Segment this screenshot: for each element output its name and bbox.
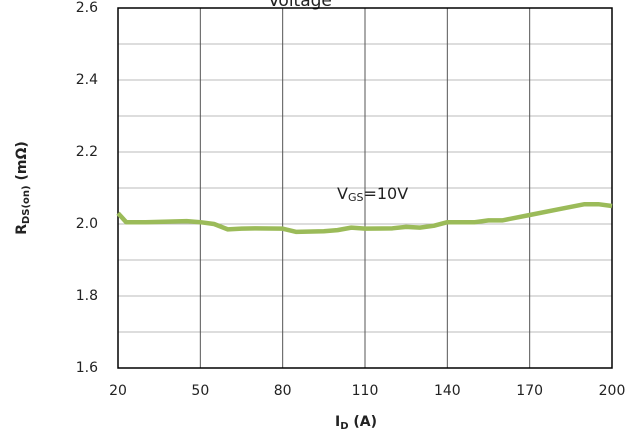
x-axis-label-sub: D — [340, 421, 348, 432]
x-tick-label: 200 — [599, 383, 626, 399]
y-axis-label-rest: (mΩ) — [14, 141, 30, 185]
x-tick-label: 20 — [109, 383, 127, 399]
x-tick-label: 50 — [191, 383, 209, 399]
y-tick-label: 2.0 — [76, 216, 98, 232]
y-axis-label: RDS(on) (mΩ) — [14, 141, 32, 235]
x-axis-label-rest: (A) — [349, 414, 378, 430]
y-tick-label: 2.2 — [76, 144, 98, 160]
y-axis-label-main: R — [14, 224, 30, 235]
y-axis-label-sub: DS(on) — [21, 185, 32, 224]
chart-title: Voltage — [268, 0, 332, 11]
annotation-main: V — [337, 184, 348, 203]
x-tick-label: 170 — [516, 383, 543, 399]
x-axis-label-main: I — [335, 414, 340, 430]
x-axis-label: ID (A) — [335, 414, 377, 432]
y-tick-label: 2.6 — [76, 0, 98, 16]
x-tick-label: 110 — [352, 383, 379, 399]
y-tick-label: 1.6 — [76, 360, 98, 376]
y-tick-label: 2.4 — [76, 72, 98, 88]
x-tick-label: 140 — [434, 383, 461, 399]
data-line — [116, 201, 613, 235]
plot-border — [117, 7, 613, 369]
y-tick-label: 1.8 — [76, 288, 98, 304]
x-tick-label: 80 — [274, 383, 292, 399]
annotation-sub: GS — [348, 191, 364, 204]
annotation-rest: =10V — [363, 184, 408, 203]
annotation: VGS=10V — [337, 184, 408, 205]
